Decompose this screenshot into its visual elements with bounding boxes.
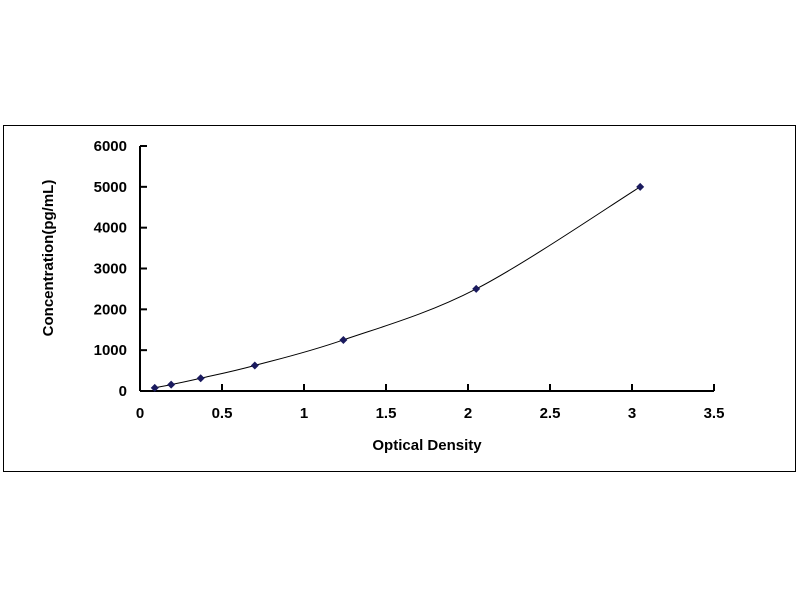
data-point <box>196 374 205 383</box>
data-point <box>636 182 645 191</box>
y-tick-label: 2000 <box>94 301 127 318</box>
x-tick-label: 0 <box>136 405 144 422</box>
x-tick-label: 0.5 <box>212 405 233 422</box>
data-point <box>150 383 159 392</box>
x-tick-label: 1.5 <box>376 405 397 422</box>
data-point <box>472 284 481 293</box>
y-tick-label: 6000 <box>94 138 127 155</box>
x-tick-label: 3 <box>628 405 636 422</box>
y-tick-label: 1000 <box>94 342 127 359</box>
chart-frame <box>3 125 796 472</box>
data-point <box>250 361 259 370</box>
x-tick-label: 2.5 <box>540 405 561 422</box>
x-tick-label: 3.5 <box>704 405 725 422</box>
y-tick-label: 5000 <box>94 179 127 196</box>
y-axis-label: Concentration(pg/mL) <box>40 180 57 337</box>
y-tick-label: 4000 <box>94 220 127 237</box>
fit-curve <box>154 186 641 389</box>
x-tick-label: 2 <box>464 405 472 422</box>
y-tick-label: 3000 <box>94 261 127 278</box>
x-tick-label: 1 <box>300 405 308 422</box>
x-axis-label: Optical Density <box>372 437 482 454</box>
data-point <box>167 380 176 389</box>
y-tick-label: 0 <box>119 383 127 400</box>
data-point <box>339 335 348 344</box>
